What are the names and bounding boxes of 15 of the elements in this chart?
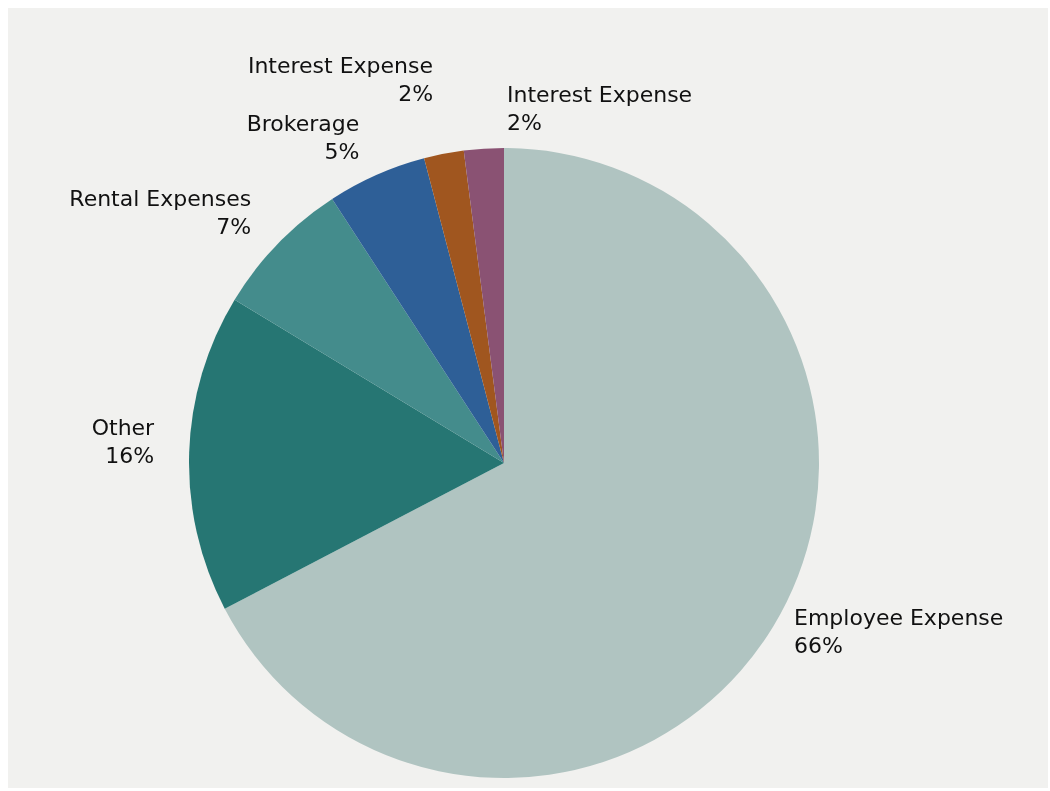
data-label: 16% [105, 442, 155, 468]
slice-label: Interest Expense [247, 53, 434, 79]
data-label: 5% [324, 138, 360, 164]
slice-label: Interest Expense [507, 81, 693, 107]
data-label: 66% [794, 632, 843, 658]
slice-label: Rental Expenses [69, 185, 252, 211]
data-label: 7% [216, 213, 252, 239]
pie-slice [424, 150, 504, 463]
pie-slice [189, 299, 504, 609]
slice-label: Other [91, 414, 156, 440]
pie-slice [332, 158, 504, 463]
slice-label: Employee Expense [794, 604, 1004, 630]
data-label: 2% [507, 109, 542, 135]
data-label: 2% [398, 81, 434, 107]
slice-label: Brokerage [246, 110, 360, 136]
